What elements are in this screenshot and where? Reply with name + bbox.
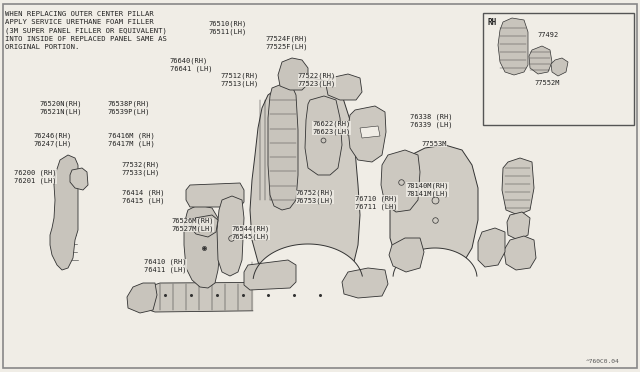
- Text: 76414 (RH)
76415 (LH): 76414 (RH) 76415 (LH): [122, 190, 164, 204]
- Polygon shape: [305, 96, 342, 175]
- Text: ^760C0.04: ^760C0.04: [586, 359, 620, 364]
- Text: 76246(RH)
76247(LH): 76246(RH) 76247(LH): [33, 132, 72, 147]
- Polygon shape: [551, 58, 568, 76]
- Polygon shape: [504, 236, 536, 270]
- Polygon shape: [326, 74, 362, 100]
- Polygon shape: [502, 158, 534, 215]
- Text: 77532(RH)
77533(LH): 77532(RH) 77533(LH): [122, 162, 160, 176]
- Text: 76416M (RH)
76417M (LH): 76416M (RH) 76417M (LH): [108, 132, 154, 147]
- Polygon shape: [507, 212, 530, 240]
- Polygon shape: [478, 228, 505, 267]
- Polygon shape: [360, 126, 380, 138]
- Text: 77524F(RH)
77525F(LH): 77524F(RH) 77525F(LH): [266, 35, 308, 50]
- Text: RH: RH: [488, 18, 497, 27]
- Polygon shape: [389, 238, 424, 272]
- Text: 76538P(RH)
76539P(LH): 76538P(RH) 76539P(LH): [108, 100, 150, 115]
- Text: 76410 (RH)
76411 (LH): 76410 (RH) 76411 (LH): [144, 259, 186, 273]
- Text: 76520N(RH)
76521N(LH): 76520N(RH) 76521N(LH): [40, 100, 82, 115]
- Polygon shape: [278, 58, 308, 90]
- Polygon shape: [217, 196, 244, 276]
- Polygon shape: [253, 244, 362, 320]
- Text: 77522(RH)
77523(LH): 77522(RH) 77523(LH): [298, 73, 336, 87]
- Polygon shape: [244, 260, 296, 290]
- Polygon shape: [381, 150, 420, 212]
- Text: 78140M(RH)
78141M(LH): 78140M(RH) 78141M(LH): [406, 182, 449, 197]
- Text: 76640(RH)
76641 (LH): 76640(RH) 76641 (LH): [170, 58, 212, 72]
- Text: 77512(RH)
77513(LH): 77512(RH) 77513(LH): [221, 73, 259, 87]
- Text: 76752(RH)
76753(LH): 76752(RH) 76753(LH): [296, 190, 334, 204]
- Polygon shape: [250, 78, 360, 295]
- Text: 76710 (RH)
76711 (LH): 76710 (RH) 76711 (LH): [355, 195, 397, 210]
- Text: 76200 (RH)
76201 (LH): 76200 (RH) 76201 (LH): [14, 169, 56, 184]
- Polygon shape: [127, 283, 157, 313]
- Text: WHEN REPLACING OUTER CENTER PILLAR
APPLY SERVICE URETHANE FOAM FILLER
(3M SUPER : WHEN REPLACING OUTER CENTER PILLAR APPLY…: [5, 11, 167, 49]
- Text: 76338 (RH)
76339 (LH): 76338 (RH) 76339 (LH): [410, 113, 452, 128]
- Text: 76544(RH)
76545(LH): 76544(RH) 76545(LH): [232, 225, 270, 240]
- Text: 76510(RH)
76511(LH): 76510(RH) 76511(LH): [208, 20, 246, 35]
- Polygon shape: [342, 268, 388, 298]
- Polygon shape: [138, 282, 342, 312]
- Polygon shape: [390, 145, 478, 280]
- Polygon shape: [184, 205, 220, 288]
- Text: 77552M: 77552M: [534, 80, 560, 86]
- Polygon shape: [268, 84, 298, 210]
- Text: 76526M(RH)
76527M(LH): 76526M(RH) 76527M(LH): [172, 218, 214, 232]
- Text: 77492: 77492: [538, 32, 559, 38]
- Polygon shape: [70, 168, 88, 190]
- Polygon shape: [498, 18, 528, 75]
- Polygon shape: [393, 248, 477, 308]
- Polygon shape: [186, 183, 244, 207]
- Text: 77553M: 77553M: [421, 141, 447, 147]
- Polygon shape: [191, 215, 218, 237]
- Polygon shape: [50, 155, 78, 270]
- Bar: [483, 13, 634, 125]
- Text: 76622(RH)
76623(LH): 76622(RH) 76623(LH): [312, 121, 351, 135]
- Polygon shape: [348, 106, 386, 162]
- Polygon shape: [529, 46, 552, 74]
